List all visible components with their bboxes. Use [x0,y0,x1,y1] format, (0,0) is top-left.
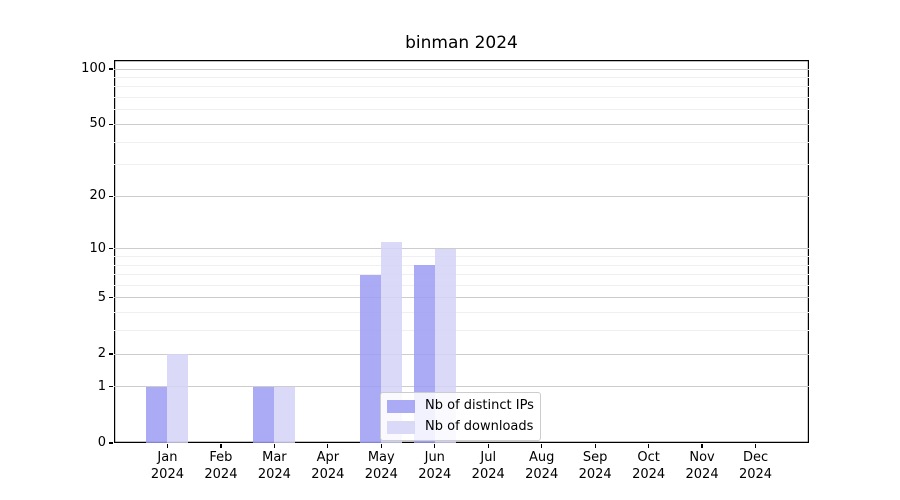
x-tick-label-sep: Sep 2024 [578,450,612,482]
chart-title: binman 2024 [405,33,518,53]
gridline-major-20 [114,195,809,197]
legend-swatch-downloads [387,420,415,434]
bars-layer [114,60,809,443]
y-tick-mark-1 [108,386,113,388]
y-tick-label-5: 5 [97,289,106,305]
gridline-minor-4 [114,312,809,314]
bar-mar-distinct-ips [253,386,275,443]
legend-label-downloads: Nb of downloads [425,419,534,434]
gridline-minor-3 [114,330,809,332]
gridline-minor-90 [114,77,809,79]
y-tick-label-2: 2 [97,345,106,361]
grid-layer [114,60,809,443]
gridline-major-10 [114,248,809,250]
x-tick-label-apr: Apr 2024 [311,450,345,482]
gridline-minor-9 [114,255,809,257]
y-tick-label-100: 100 [81,61,106,77]
x-tick-label-aug: Aug 2024 [525,450,559,482]
gridline-major-50 [114,123,809,125]
legend-label-distinct-ips: Nb of distinct IPs [425,398,534,413]
y-tick-mark-50 [108,123,113,126]
x-tick-label-jan: Jan 2024 [150,450,184,482]
y-tick-mark-20 [108,195,113,197]
x-tick-mark-may [380,443,382,449]
x-tick-mark-feb [220,443,222,449]
x-tick-label-jul: Jul 2024 [471,450,505,482]
y-tick-mark-0 [108,442,113,444]
gridline-minor-30 [114,164,809,166]
x-tick-label-jun: Jun 2024 [418,450,452,482]
bar-mar-downloads [274,386,296,443]
x-tick-label-oct: Oct 2024 [632,450,666,482]
gridline-minor-8 [114,264,809,266]
plot-area: Nb of distinct IPs Nb of downloads [114,60,809,443]
legend-item-distinct-ips: Nb of distinct IPs [387,398,534,414]
gridline-minor-80 [114,86,809,88]
gridline-major-1 [114,386,809,388]
gridline-minor-40 [114,141,809,143]
x-tick-label-nov: Nov 2024 [685,450,719,482]
x-tick-mark-sep [594,443,596,449]
x-tick-label-may: May 2024 [364,450,398,482]
x-tick-label-feb: Feb 2024 [204,450,238,482]
y-tick-label-0: 0 [97,435,106,450]
x-tick-mark-jun [434,443,436,449]
y-tick-label-20: 20 [89,188,106,204]
x-tick-label-dec: Dec 2024 [738,450,773,482]
x-tick-mark-nov [701,443,703,449]
x-tick-mark-aug [541,443,543,449]
x-tick-mark-oct [648,443,650,449]
gridline-minor-60 [114,109,809,111]
bar-jan-distinct-ips [146,386,168,443]
x-tick-mark-dec [754,443,757,449]
bar-may-distinct-ips [360,274,382,443]
gridline-minor-6 [114,284,809,286]
gridline-major-5 [114,297,809,299]
gridline-minor-7 [114,274,809,276]
gridline-minor-70 [114,97,809,99]
y-tick-label-1: 1 [97,378,106,394]
legend-item-downloads: Nb of downloads [387,419,534,435]
gridline-major-100 [114,68,809,70]
y-tick-mark-100 [108,68,113,70]
bar-jan-downloads [167,354,189,443]
y-tick-mark-2 [108,353,113,355]
x-tick-mark-mar [273,443,275,449]
x-tick-mark-jul [487,443,489,449]
x-tick-mark-jan [166,443,169,449]
y-tick-mark-10 [108,248,113,250]
y-tick-label-50: 50 [89,116,106,132]
legend: Nb of distinct IPs Nb of downloads [380,392,541,441]
y-tick-label-10: 10 [89,240,106,256]
x-tick-mark-apr [327,443,329,449]
x-tick-label-mar: Mar 2024 [257,450,291,482]
legend-swatch-distinct-ips [387,399,415,413]
gridline-major-2 [114,353,809,355]
y-tick-mark-5 [108,297,113,299]
